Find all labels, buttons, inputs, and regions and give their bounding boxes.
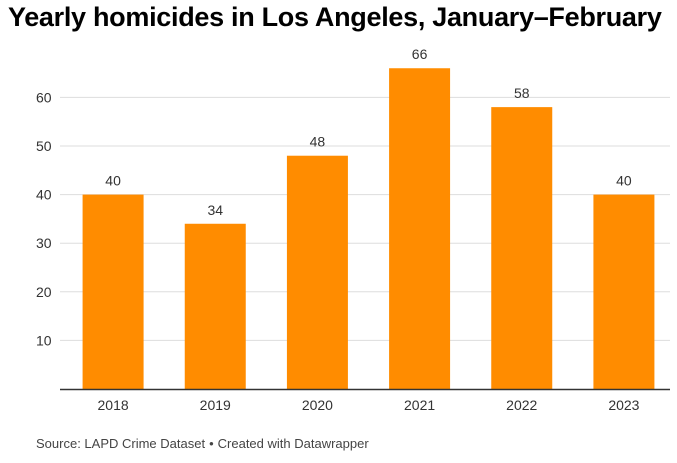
data-label: 48 bbox=[310, 134, 326, 150]
y-tick-label: 50 bbox=[36, 138, 52, 154]
footer-separator: • bbox=[209, 436, 214, 451]
x-tick-label: 2019 bbox=[200, 397, 231, 413]
y-tick-label: 20 bbox=[36, 284, 52, 300]
bar-2023 bbox=[593, 194, 655, 389]
bar-2021 bbox=[389, 68, 451, 390]
bar-2020 bbox=[286, 155, 348, 389]
data-label: 34 bbox=[207, 202, 223, 218]
data-labels: 40 34 48 66 58 40 bbox=[105, 46, 632, 218]
x-tick-label: 2022 bbox=[506, 397, 537, 413]
data-label: 40 bbox=[105, 173, 121, 189]
source-footer: Source: LAPD Crime Dataset • Created with … bbox=[36, 436, 369, 451]
x-tick-label: 2018 bbox=[98, 397, 129, 413]
x-tick-label: 2021 bbox=[404, 397, 435, 413]
data-label: 58 bbox=[514, 85, 530, 101]
credit-text: Created with Datawrapper bbox=[217, 436, 369, 451]
y-tick-label: 10 bbox=[36, 332, 52, 348]
chart-title: Yearly homicides in Los Angeles, January… bbox=[8, 2, 662, 32]
y-tick-label: 60 bbox=[36, 89, 52, 105]
x-tick-label: 2023 bbox=[608, 397, 639, 413]
bar-2019 bbox=[184, 223, 246, 389]
data-label: 66 bbox=[412, 46, 428, 62]
gridlines: 10 20 30 40 50 60 bbox=[36, 89, 670, 348]
y-tick-label: 40 bbox=[36, 187, 52, 203]
bar-2022 bbox=[491, 107, 553, 390]
bars bbox=[82, 68, 655, 390]
x-axis: 2018 2019 2020 2021 2022 2023 bbox=[60, 388, 670, 413]
bar-2018 bbox=[82, 194, 144, 389]
x-tick-label: 2020 bbox=[302, 397, 333, 413]
source-text: Source: LAPD Crime Dataset bbox=[36, 436, 206, 451]
y-tick-label: 30 bbox=[36, 235, 52, 251]
data-label: 40 bbox=[616, 173, 632, 189]
